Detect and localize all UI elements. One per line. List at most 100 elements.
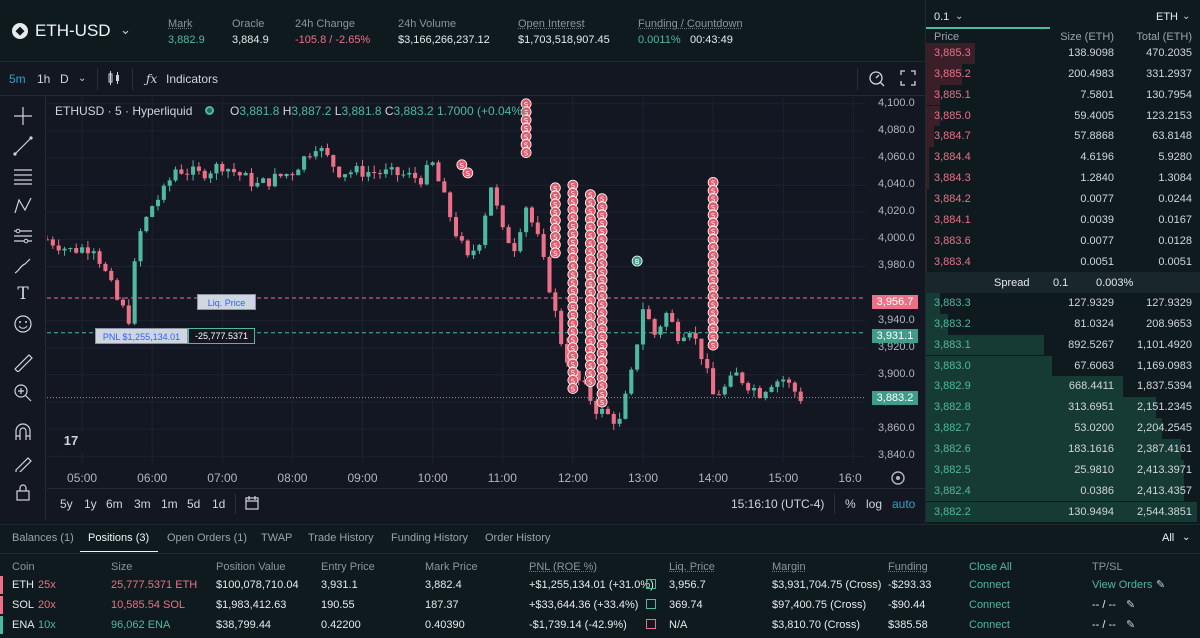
bid-row[interactable]: 3,882.4 0.0386 2,413.4357 <box>926 480 1200 502</box>
range-5d[interactable]: 5d <box>187 497 201 511</box>
brush-icon[interactable] <box>12 256 34 276</box>
indicators-icon[interactable]: ƒx <box>146 72 158 86</box>
position-size-label[interactable]: -25,777.5371 <box>188 328 255 344</box>
bid-row[interactable]: 3,882.9 668.4411 1,837.5394 <box>926 376 1200 398</box>
ask-row[interactable]: 3,883.6 0.0077 0.0128 <box>926 230 1200 252</box>
col-position-value[interactable]: Position Value <box>216 561 286 573</box>
filter-select[interactable]: All <box>1162 532 1175 544</box>
horizontal-lines-icon[interactable] <box>12 166 34 186</box>
tab-order-history[interactable]: Order History <box>485 532 551 544</box>
col-mark-price[interactable]: Mark Price <box>425 561 478 573</box>
position-coin[interactable]: ETH <box>12 579 34 591</box>
forecast-icon[interactable] <box>12 226 34 246</box>
pattern-icon[interactable] <box>12 196 34 216</box>
bid-row[interactable]: 3,883.2 81.0324 208.9653 <box>926 313 1200 335</box>
ask-row[interactable]: 3,883.4 0.0051 0.0051 <box>926 251 1200 273</box>
coin-select[interactable]: ETH <box>1156 11 1178 23</box>
ask-row[interactable]: 3,885.2 200.4983 331.2937 <box>926 63 1200 85</box>
edit-icon[interactable]: ✎ <box>1126 619 1136 631</box>
fullscreen-icon[interactable] <box>900 70 916 86</box>
interval-d[interactable]: D <box>60 72 69 86</box>
share-icon[interactable] <box>646 579 656 589</box>
col-margin[interactable]: Margin <box>772 561 806 573</box>
tpsl-value[interactable]: View Orders <box>1092 579 1153 591</box>
ask-row[interactable]: 3,884.4 4.6196 5.9280 <box>926 147 1200 169</box>
auto-toggle[interactable]: auto <box>892 497 916 511</box>
bid-row[interactable]: 3,882.2 130.9494 2,544.3851 <box>926 501 1200 523</box>
bid-row[interactable]: 3,882.6 183.1616 2,387.4161 <box>926 438 1200 460</box>
time-axis[interactable] <box>47 463 865 487</box>
date-range-icon[interactable] <box>244 495 260 511</box>
pnl-label[interactable]: PNL $1,255,134.01 <box>95 328 188 344</box>
edit-icon[interactable]: ✎ <box>1126 599 1136 611</box>
ask-row[interactable]: 3,884.3 1.2840 1.3084 <box>926 168 1200 189</box>
interval-5m[interactable]: 5m <box>9 72 26 86</box>
text-icon[interactable]: T <box>17 284 29 304</box>
tab-open-orders[interactable]: Open Orders (1) <box>167 532 248 544</box>
edit-icon[interactable]: ✎ <box>1156 579 1166 591</box>
range-5y[interactable]: 5y <box>60 497 73 511</box>
connect-button[interactable]: Connect <box>969 619 1010 631</box>
bid-row[interactable]: 3,883.3 127.9329 127.9329 <box>926 293 1200 314</box>
zoom-icon[interactable] <box>12 382 34 402</box>
close-all-button[interactable]: Close All <box>969 561 1012 573</box>
range-3m[interactable]: 3m <box>134 497 151 511</box>
range-1y[interactable]: 1y <box>84 497 97 511</box>
tab-funding-history[interactable]: Funding History <box>391 532 469 544</box>
ask-row[interactable]: 3,884.2 0.0077 0.0244 <box>926 188 1200 210</box>
col-pnl[interactable]: PNL (ROE %) <box>529 561 598 573</box>
bid-row[interactable]: 3,882.7 53.0200 2,204.2545 <box>926 418 1200 439</box>
col-funding[interactable]: Funding <box>888 561 928 573</box>
position-coin[interactable]: ENA <box>12 619 35 631</box>
bid-row[interactable]: 3,882.5 25.9810 2,413.3971 <box>926 459 1200 481</box>
candle-type-icon[interactable] <box>106 70 122 86</box>
position-coin[interactable]: SOL <box>12 599 35 611</box>
range-1m[interactable]: 1m <box>161 497 178 511</box>
pair-selector[interactable]: ETH-USD <box>35 21 111 40</box>
tab-positions[interactable]: Positions (3) <box>88 532 150 544</box>
ruler-icon[interactable] <box>12 352 34 372</box>
tpsl-value[interactable]: -- / -- <box>1092 619 1116 631</box>
col-coin[interactable]: Coin <box>12 561 35 573</box>
connect-button[interactable]: Connect <box>969 599 1010 611</box>
percent-toggle[interactable]: % <box>845 497 856 511</box>
bid-row[interactable]: 3,882.8 313.6951 2,151.2345 <box>926 397 1200 419</box>
tick-size-select[interactable]: 0.1 <box>934 11 950 23</box>
chevron-down-icon[interactable]: ⌄ <box>1182 11 1191 22</box>
range-1d[interactable]: 1d <box>212 497 226 511</box>
lock-drawings-icon[interactable] <box>12 452 34 472</box>
interval-1h[interactable]: 1h <box>37 72 51 86</box>
bid-row[interactable]: 3,883.0 67.6063 1,169.0983 <box>926 355 1200 377</box>
log-toggle[interactable]: log <box>866 497 883 511</box>
range-6m[interactable]: 6m <box>106 497 123 511</box>
chevron-down-icon[interactable]: ⌄ <box>120 22 131 37</box>
emoji-icon[interactable] <box>12 314 34 334</box>
screenshot-icon[interactable] <box>868 69 886 87</box>
tab-twap[interactable]: TWAP <box>261 532 293 544</box>
magnet-icon[interactable] <box>12 422 34 442</box>
share-icon[interactable] <box>646 619 656 629</box>
bid-row[interactable]: 3,883.1 892.5267 1,101.4920 <box>926 334 1200 356</box>
connect-button[interactable]: Connect <box>969 579 1010 591</box>
ask-row[interactable]: 3,884.7 57.8868 63.8148 <box>926 126 1200 148</box>
ask-row[interactable]: 3,885.0 59.4005 123.2153 <box>926 105 1200 127</box>
chevron-down-icon[interactable]: ⌄ <box>1182 532 1191 543</box>
price-chart[interactable]: SSBSSSSSSSSSSSSSSSSSSSSSSSSSSSSSSSSSSSSS… <box>47 97 865 463</box>
interval-dropdown-icon[interactable]: ⌄ <box>78 73 87 84</box>
trendline-icon[interactable] <box>12 136 34 156</box>
col-entry-price[interactable]: Entry Price <box>321 561 375 573</box>
crosshair-icon[interactable] <box>12 106 34 126</box>
ask-row[interactable]: 3,885.3 138.9098 470.2035 <box>926 43 1200 64</box>
indicators-button[interactable]: Indicators <box>166 72 219 86</box>
chart-settings-icon[interactable] <box>889 469 907 487</box>
share-icon[interactable] <box>646 599 656 609</box>
tpsl-value[interactable]: -- / -- <box>1092 599 1116 611</box>
chevron-down-icon[interactable]: ⌄ <box>955 11 964 22</box>
ask-row[interactable]: 3,884.1 0.0039 0.0167 <box>926 209 1200 231</box>
lock-icon[interactable] <box>12 482 34 502</box>
col-size[interactable]: Size <box>111 561 133 573</box>
tab-trade-history[interactable]: Trade History <box>308 532 374 544</box>
col-tpsl[interactable]: TP/SL <box>1092 561 1123 573</box>
tab-balances[interactable]: Balances (1) <box>12 532 74 544</box>
ask-row[interactable]: 3,885.1 7.5801 130.7954 <box>926 84 1200 106</box>
